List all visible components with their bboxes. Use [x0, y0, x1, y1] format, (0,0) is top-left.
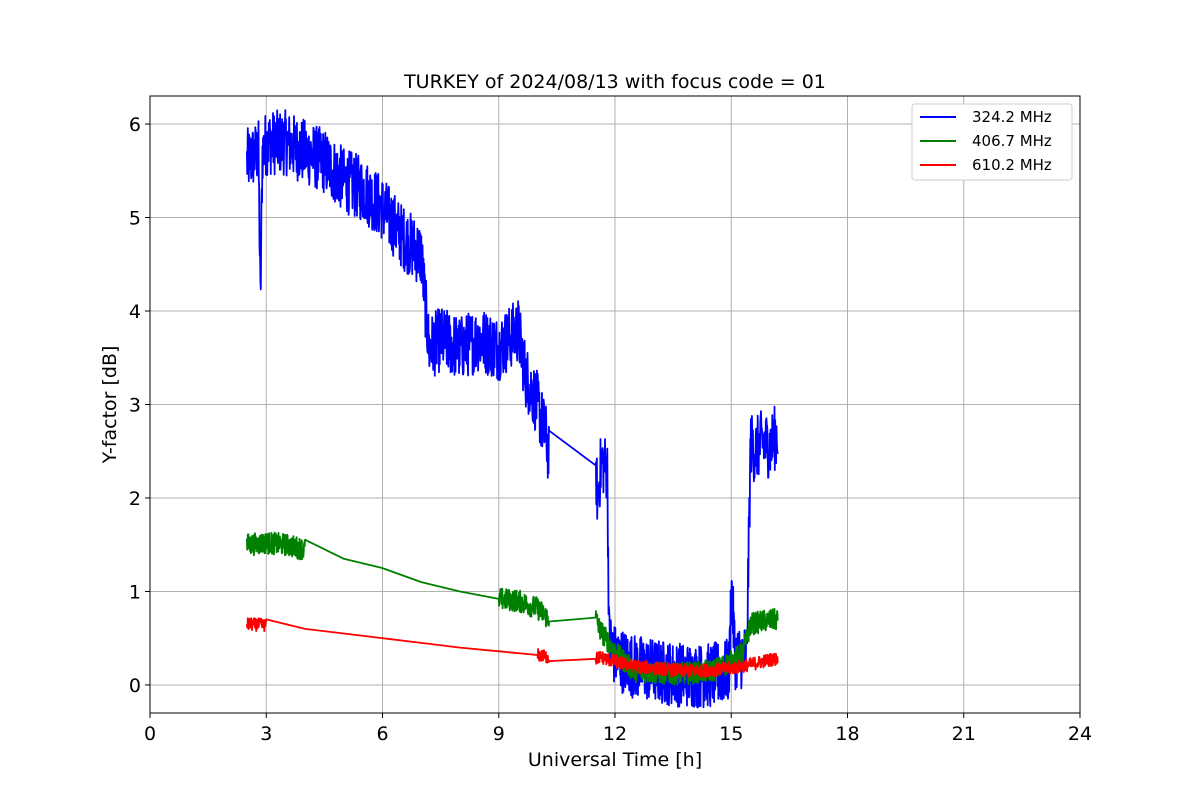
series-line-2 — [246, 617, 779, 678]
legend-label: 324.2 MHz — [972, 108, 1052, 126]
x-tick-label: 6 — [376, 723, 388, 745]
y-axis-label: Y-factor [dB] — [99, 346, 121, 465]
x-axis-label: Universal Time [h] — [528, 749, 702, 771]
x-tick-label: 12 — [603, 723, 627, 745]
y-tick-label: 3 — [129, 395, 141, 417]
y-tick-label: 5 — [129, 208, 141, 230]
series-line-0 — [246, 109, 779, 709]
x-tick-label: 3 — [260, 723, 272, 745]
x-tick-label: 24 — [1068, 723, 1092, 745]
x-tick-label: 18 — [835, 723, 859, 745]
series-layer — [246, 109, 779, 709]
y-tick-label: 0 — [129, 675, 141, 697]
y-tick-label: 4 — [129, 301, 141, 323]
grid-layer — [149, 96, 1081, 713]
y-tick-label: 6 — [129, 114, 141, 136]
chart-title: TURKEY of 2024/08/13 with focus code = 0… — [403, 71, 826, 93]
x-tick-label: 9 — [493, 723, 505, 745]
x-tick-label: 21 — [952, 723, 976, 745]
y-tick-label: 2 — [129, 488, 141, 510]
legend: 324.2 MHz 406.7 MHz 610.2 MHz — [911, 103, 1073, 181]
x-tick-label: 15 — [719, 723, 743, 745]
legend-box — [911, 103, 1073, 181]
y-tick-label: 1 — [129, 581, 141, 603]
legend-label: 610.2 MHz — [972, 156, 1052, 174]
x-tick-label: 0 — [144, 723, 156, 745]
series-line-1 — [246, 531, 779, 686]
legend-label: 406.7 MHz — [972, 132, 1052, 150]
